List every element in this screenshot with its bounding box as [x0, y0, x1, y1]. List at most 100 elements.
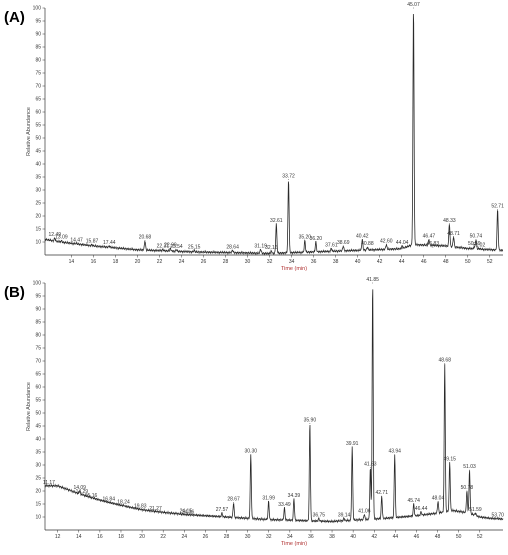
peak-point [343, 517, 345, 519]
x-tick-label: 42 [371, 534, 377, 540]
peak-point [309, 423, 311, 424]
x-tick-label: 44 [399, 259, 405, 265]
chart-panel-a: (A) 10 15 20 25 30 35 40 45 50 55 60 65 70 75 80 85 90 95 1… [4, 2, 504, 272]
peak-label: 11.17 [43, 480, 55, 486]
peak-point [162, 248, 164, 250]
peak-label: 41.06 [358, 508, 371, 514]
peak-point [315, 241, 317, 243]
peak-label: 13.09 [55, 235, 68, 241]
peak-label: 23.54 [170, 244, 183, 250]
peak-point [304, 240, 306, 242]
peak-point [478, 248, 480, 249]
peak-label: 22.31 [157, 243, 170, 249]
peak-point [250, 454, 252, 455]
y-axis-title: Relative Abundance [26, 382, 32, 431]
peak-point [372, 282, 374, 284]
y-tick-label: 15 [35, 227, 41, 233]
y-tick-label: 65 [35, 372, 41, 378]
y-tick-label: 55 [35, 123, 41, 129]
peak-label: 14.47 [70, 237, 83, 243]
x-tick-label: 32 [267, 259, 273, 265]
x-tick-label: 50 [465, 259, 471, 265]
x-axis-title: Time (min) [281, 266, 307, 272]
peak-label: 37.61 [325, 243, 338, 249]
y-tick-label: 10 [35, 515, 41, 521]
y-tick-label: 65 [35, 97, 41, 103]
peak-point [284, 507, 285, 509]
chromatogram-trace [44, 14, 504, 256]
peak-label: 20.68 [139, 235, 152, 241]
peak-label: 34.39 [288, 493, 301, 499]
peak-point [176, 249, 177, 251]
x-tick-label: 14 [69, 259, 75, 265]
peak-label: 14.09 [73, 485, 86, 491]
peak-label: 48.68 [438, 358, 451, 364]
y-tick-label: 30 [35, 463, 41, 469]
x-tick-label: 52 [477, 534, 483, 540]
peak-point [108, 245, 110, 247]
peak-point [366, 246, 368, 248]
peak-point [369, 467, 371, 468]
peak-point [293, 498, 295, 500]
peak-label: 48.33 [443, 218, 456, 224]
chromatogram-trace [44, 289, 504, 524]
peak-label: 44.04 [396, 240, 409, 246]
peak-label: 50.74 [470, 233, 483, 239]
x-tick-label: 30 [245, 259, 251, 265]
x-tick-label: 40 [350, 534, 356, 540]
x-tick-label: 46 [414, 534, 420, 540]
y-tick-label: 75 [35, 346, 41, 352]
x-tick-label: 38 [333, 259, 339, 265]
y-tick-label: 30 [35, 188, 41, 194]
x-axis-title: Time (min) [281, 541, 307, 547]
peak-label: 39.91 [346, 441, 359, 447]
x-tick-label: 20 [135, 259, 141, 265]
peak-label: 15.16 [85, 493, 98, 499]
peak-label: 42.60 [380, 239, 393, 245]
peak-point [76, 242, 77, 244]
x-tick-label: 24 [182, 534, 188, 540]
peak-label: 24.36 [182, 510, 195, 516]
peak-point [361, 239, 363, 240]
y-tick-label: 40 [35, 437, 41, 443]
y-tick-label: 40 [35, 162, 41, 168]
panel-label: (A) [4, 9, 25, 26]
peak-point [453, 236, 454, 238]
peak-label: 27.57 [216, 507, 229, 513]
peak-label: 28.64 [226, 244, 239, 250]
peak-label: 14.29 [76, 489, 89, 495]
peak-label: 48.71 [447, 231, 460, 237]
chart-panel-b: (B) 10 15 20 25 30 35 40 45 50 55 60 65 70 75 80 85 90 95 1… [4, 277, 504, 547]
peak-point [448, 223, 450, 225]
panel-label: (B) [4, 284, 25, 301]
y-axis-title: Relative Abundance [26, 107, 32, 156]
peak-point [475, 239, 477, 240]
peak-point [428, 239, 430, 240]
peak-label: 36.75 [313, 512, 326, 518]
x-tick-label: 26 [201, 259, 207, 265]
peak-label: 45.07 [407, 2, 420, 8]
peak-point [449, 462, 451, 463]
peak-label: 53.70 [491, 512, 504, 518]
y-tick-label: 85 [35, 320, 41, 326]
peak-point [233, 502, 234, 504]
y-tick-label: 60 [35, 385, 41, 391]
y-tick-label: 45 [35, 424, 41, 430]
peak-point [475, 512, 476, 514]
peak-point [497, 517, 499, 519]
peak-label: 30.30 [245, 449, 258, 455]
peak-label: 43.94 [388, 449, 401, 455]
peak-point [413, 7, 414, 9]
y-tick-label: 90 [35, 32, 41, 38]
peak-point [54, 237, 56, 239]
peak-label: 18.24 [117, 499, 130, 505]
x-tick-label: 34 [289, 259, 295, 265]
peak-point [232, 249, 234, 251]
y-tick-label: 50 [35, 136, 41, 142]
x-tick-label: 48 [435, 534, 441, 540]
x-tick-label: 30 [245, 534, 251, 540]
peak-point [268, 501, 270, 502]
y-tick-label: 15 [35, 502, 41, 508]
x-tick-label: 16 [97, 534, 103, 540]
